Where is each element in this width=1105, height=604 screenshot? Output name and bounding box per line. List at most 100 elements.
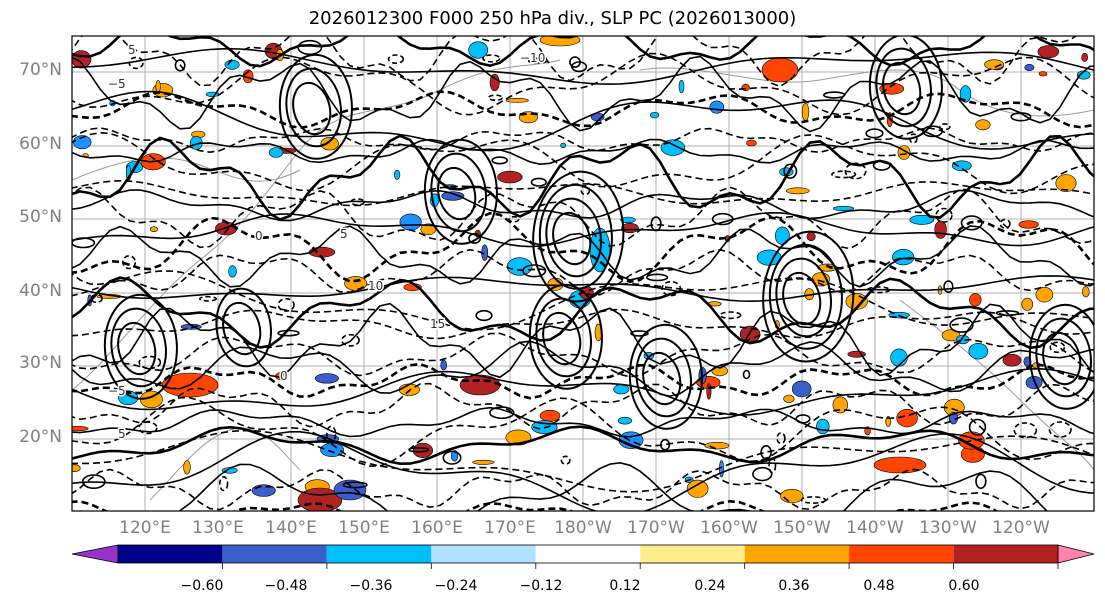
slp-contour-positive: [72, 431, 1094, 511]
divergence-cell: [832, 396, 848, 414]
divergence-cell: [686, 479, 709, 498]
divergence-cell: [1081, 52, 1089, 62]
divergence-cell: [613, 384, 630, 395]
divergence-cell: [155, 80, 161, 93]
slp-contour-loop: [326, 425, 337, 443]
slp-contour-loop: [117, 321, 157, 376]
slp-contour-loop: [560, 455, 571, 465]
divergence-cell: [801, 103, 810, 121]
divergence-cell: [344, 276, 368, 291]
slp-contour-loop: [482, 54, 501, 63]
slp-contour-positive: [72, 425, 1094, 466]
slp-contour-loop: [542, 311, 582, 366]
divergence-cell: [746, 139, 757, 147]
slp-contour-loop: [960, 215, 983, 231]
slp-contour-loop: [198, 295, 218, 302]
divergence-cell: [497, 170, 523, 184]
contour-value-label: 5: [340, 227, 348, 241]
slp-contour-loop: [949, 317, 974, 333]
slp-contour-loop: [341, 333, 360, 347]
slp-contour-loop: [776, 432, 786, 445]
divergence-cell: [791, 380, 812, 398]
slp-contour-loop: [430, 152, 487, 233]
lat-label: 60°N: [19, 134, 62, 154]
slp-contour-loop: [768, 243, 843, 350]
slp-contour-loop: [650, 216, 662, 232]
colorbar-label: −0.48: [264, 578, 308, 594]
slp-contour-loop: [475, 309, 493, 322]
divergence-cell: [489, 73, 500, 92]
slp-contour-positive: [72, 340, 1094, 397]
lon-label: 160°E: [411, 518, 463, 538]
colorbar-label: 0.12: [609, 578, 641, 594]
slp-contour-loop: [90, 293, 103, 304]
slp-contour-loop: [222, 301, 262, 356]
divergence-cell: [560, 142, 567, 148]
slp-contour-loop: [1013, 422, 1038, 439]
slp-contour-negative: [72, 382, 1094, 430]
slp-contour-loop: [875, 47, 932, 128]
divergence-cell: [709, 100, 725, 114]
colorbar-label: −0.24: [434, 578, 478, 594]
divergence-cell: [783, 394, 795, 403]
slp-contour-loop: [872, 160, 891, 171]
slp-contour-loop: [939, 123, 951, 131]
slp-contour-loop: [760, 444, 772, 460]
slp-contour-loop: [719, 311, 742, 320]
lat-label: 20°N: [19, 427, 62, 447]
slp-contour-negative: [72, 429, 1094, 493]
contour-value-label: 5: [128, 43, 136, 57]
slp-contours: [72, 36, 1094, 511]
slp-contour-loop: [72, 237, 96, 249]
slp-contour-loop: [642, 351, 682, 406]
slp-contour-loop: [968, 418, 987, 436]
slp-contour-loop: [387, 54, 405, 64]
slp-contour-loop: [742, 369, 751, 380]
divergence-cell: [441, 191, 465, 201]
contour-value-label: 0: [255, 229, 263, 243]
slp-contour-loop: [342, 481, 368, 489]
colorbar-segment: [744, 545, 850, 563]
slp-contour-loop: [628, 323, 703, 430]
divergence-cell: [775, 226, 790, 246]
slp-contour-positive: [72, 225, 1094, 288]
slp-contour-loop: [138, 355, 162, 370]
slp-contour-loop: [935, 207, 953, 223]
divergence-cell: [412, 442, 434, 458]
lon-label: 120°E: [119, 518, 171, 538]
divergence-cell: [72, 464, 81, 472]
slp-contour-loop: [783, 163, 798, 179]
slp-contour-loop: [866, 286, 891, 294]
colorbar-segment: [431, 545, 536, 563]
lon-label: 140°E: [265, 518, 317, 538]
slp-contour-loop: [868, 36, 943, 140]
colorbar-segment: [326, 545, 432, 563]
divergence-cell: [785, 187, 810, 195]
divergence-cell: [1002, 353, 1022, 367]
slp-contour-loop: [468, 232, 482, 244]
divergence-cell: [399, 213, 422, 231]
slp-contour-positive: [72, 275, 1094, 303]
contour-value-label: 15: [430, 317, 445, 331]
lon-label: 140°W: [846, 518, 904, 538]
divergence-cell: [706, 383, 712, 400]
colorbar-label: 0.24: [694, 578, 726, 594]
slp-contour-loop: [528, 283, 603, 390]
divergence-cell: [468, 41, 489, 59]
lon-label: 150°W: [773, 518, 831, 538]
divergence-cell: [459, 374, 501, 396]
slp-contour-positive: [72, 302, 1094, 379]
divergence-cell: [320, 442, 345, 457]
divergence-cell: [1038, 71, 1048, 77]
divergence-cell: [1018, 220, 1039, 229]
divergence-cell: [806, 232, 816, 242]
colorbar-segment: [953, 545, 1058, 563]
slp-contour-loop: [277, 297, 295, 312]
divergence-cell: [718, 460, 724, 478]
slp-contour-negative: [72, 396, 1094, 467]
slp-contour-loop: [571, 61, 588, 73]
lon-label: 120°W: [992, 518, 1050, 538]
slp-contour-loop: [775, 257, 832, 338]
slp-contour-loop: [215, 287, 272, 368]
lon-label: 150°E: [338, 518, 390, 538]
